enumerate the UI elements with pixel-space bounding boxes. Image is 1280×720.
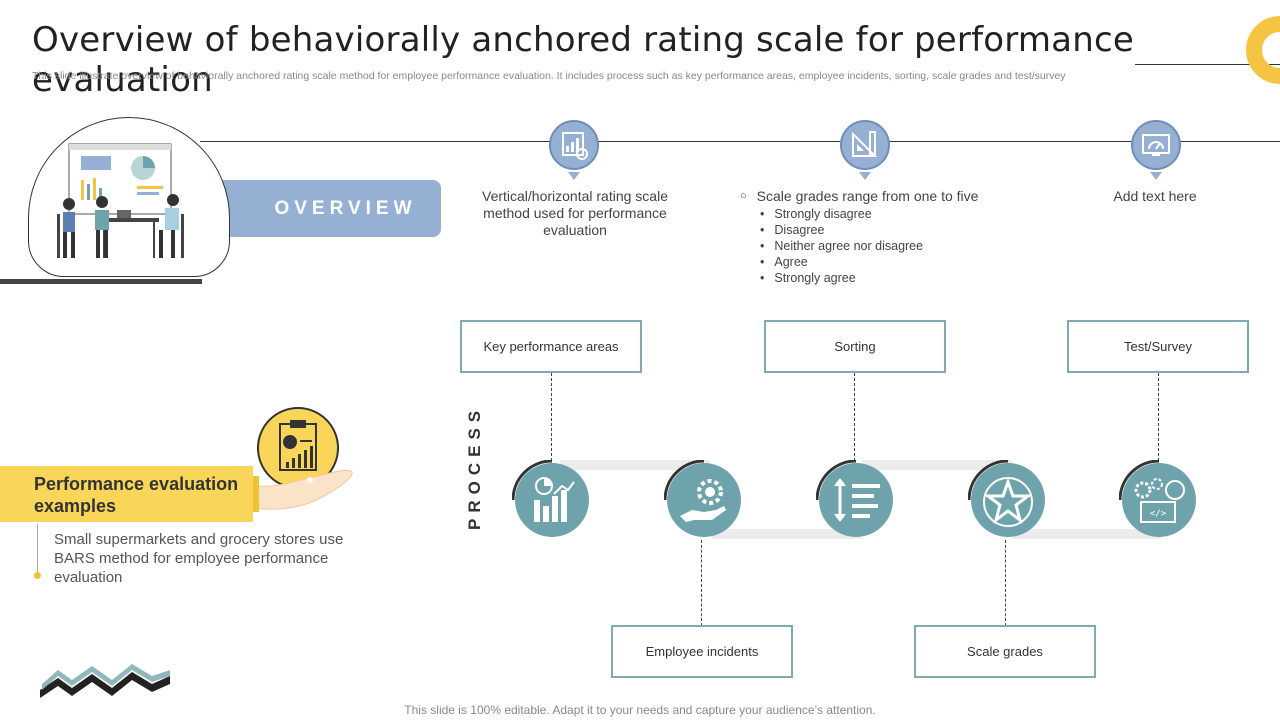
page-title: Overview of behaviorally anchored rating… bbox=[32, 20, 1134, 100]
process-step-sorting: Sorting bbox=[764, 320, 946, 373]
process-band bbox=[862, 460, 1012, 470]
example-dot bbox=[34, 572, 41, 579]
gauge-monitor-icon bbox=[1131, 120, 1181, 180]
footer-note: This slide is 100% editable. Adapt it to… bbox=[404, 703, 876, 717]
process-label: PROCESS bbox=[465, 404, 484, 530]
overview-item-rating-method: Vertical/horizontal rating scale method … bbox=[482, 188, 668, 238]
hand-gear-icon bbox=[664, 460, 741, 537]
process-connector bbox=[551, 373, 552, 461]
corner-ring-decoration bbox=[1246, 16, 1280, 84]
process-band bbox=[560, 460, 710, 470]
svg-text:</>: </> bbox=[1150, 509, 1167, 519]
overview-base-bar bbox=[0, 279, 202, 284]
process-connector bbox=[1158, 373, 1159, 461]
example-title: Performance evaluation examples bbox=[34, 474, 239, 516]
sort-list-icon bbox=[816, 460, 893, 537]
meeting-icon bbox=[57, 143, 184, 258]
process-connector bbox=[1005, 540, 1006, 626]
process-connector bbox=[854, 373, 855, 461]
overview-item-add-text: Add text here bbox=[1113, 188, 1197, 204]
process-connector bbox=[701, 540, 702, 626]
example-text: Small supermarkets and grocery stores us… bbox=[54, 531, 344, 586]
mountains-decoration bbox=[40, 664, 170, 698]
meeting-illustration bbox=[28, 117, 230, 277]
example-banner-edge bbox=[253, 476, 259, 512]
process-step-key-performance-areas: Key performance areas bbox=[460, 320, 642, 373]
example-banner bbox=[0, 466, 253, 522]
bar-chart-icon bbox=[512, 460, 589, 537]
star-icon bbox=[968, 460, 1045, 537]
title-rule bbox=[1135, 64, 1280, 65]
process-step-scale-grades: Scale grades bbox=[914, 625, 1096, 678]
circle-bullet-icon: ○ bbox=[740, 190, 747, 202]
rating-report-icon bbox=[549, 120, 599, 180]
process-step-employee-incidents: Employee incidents bbox=[611, 625, 793, 678]
process-band bbox=[1012, 529, 1162, 539]
overview-banner: OVERVIEW bbox=[210, 180, 441, 237]
overview-banner-label: OVERVIEW bbox=[274, 197, 417, 219]
process-band bbox=[712, 529, 862, 539]
overview-timeline bbox=[200, 141, 1280, 142]
list-item: Strongly agree bbox=[760, 270, 1040, 286]
grades-list: Strongly disagree Disagree Neither agree… bbox=[760, 206, 1040, 286]
overview-item-scale-grades: ○ Scale grades range from one to five Str… bbox=[740, 188, 1040, 286]
list-item: Disagree bbox=[760, 222, 1040, 238]
grades-lead-text: Scale grades range from one to five bbox=[756, 188, 979, 204]
example-connector bbox=[37, 524, 38, 576]
list-item: Neither agree nor disagree bbox=[760, 238, 1040, 254]
web-settings-icon: </> bbox=[1119, 460, 1196, 537]
page-subtitle: This slide illustrate overview of behavi… bbox=[32, 70, 1066, 82]
ruler-triangle-icon bbox=[840, 120, 890, 180]
list-item: Agree bbox=[760, 254, 1040, 270]
process-step-test-survey: Test/Survey bbox=[1067, 320, 1249, 373]
hand-clipboard-icon bbox=[255, 407, 353, 510]
list-item: Strongly disagree bbox=[760, 206, 1040, 222]
